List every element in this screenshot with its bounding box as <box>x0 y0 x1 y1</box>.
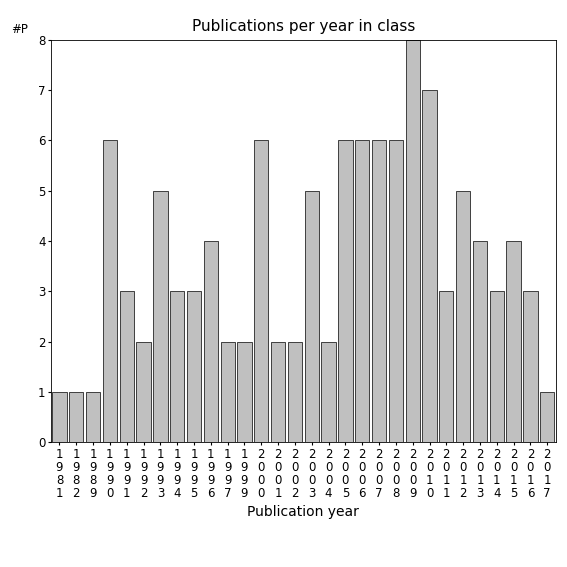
Bar <box>439 291 454 442</box>
Bar <box>288 341 302 442</box>
Bar <box>69 392 83 442</box>
Bar <box>103 141 117 442</box>
Bar <box>170 291 184 442</box>
Bar <box>187 291 201 442</box>
Bar <box>338 141 353 442</box>
Bar <box>389 141 403 442</box>
Bar <box>490 291 504 442</box>
Bar <box>52 392 66 442</box>
Bar <box>120 291 134 442</box>
Bar <box>271 341 285 442</box>
Bar <box>86 392 100 442</box>
Bar <box>456 191 470 442</box>
Bar <box>238 341 252 442</box>
Bar <box>137 341 151 442</box>
Bar <box>540 392 555 442</box>
Bar <box>204 241 218 442</box>
Bar <box>372 141 386 442</box>
Bar <box>321 341 336 442</box>
Bar <box>506 241 521 442</box>
Text: #P: #P <box>11 23 28 36</box>
Bar <box>304 191 319 442</box>
Bar <box>523 291 538 442</box>
Bar <box>153 191 167 442</box>
Bar <box>221 341 235 442</box>
Bar <box>422 90 437 442</box>
Bar <box>254 141 268 442</box>
Bar <box>405 40 420 442</box>
X-axis label: Publication year: Publication year <box>247 505 359 519</box>
Title: Publications per year in class: Publications per year in class <box>192 19 415 35</box>
Bar <box>473 241 487 442</box>
Bar <box>355 141 369 442</box>
